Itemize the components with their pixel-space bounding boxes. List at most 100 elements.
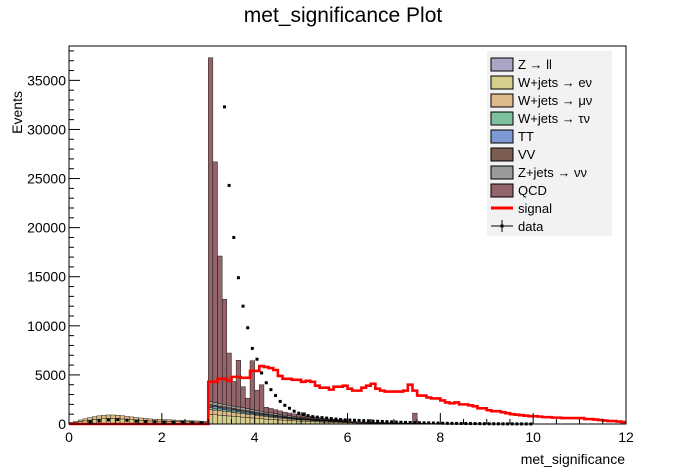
data-point-48 <box>445 421 449 425</box>
bar-2-33 <box>221 411 228 416</box>
bar-2-19 <box>156 419 163 422</box>
data-point-37 <box>394 420 398 424</box>
bar-2-3 <box>82 418 88 422</box>
data-point-20 <box>315 415 319 419</box>
axes: 0 2 4 6 8 10 12 0 5000 10000 15000 20000 25000 30000 3… <box>27 45 634 445</box>
bar-2-40 <box>254 415 260 419</box>
data-point-16 <box>297 411 301 415</box>
bar-6-34 <box>226 404 232 408</box>
data-point-10 <box>269 388 273 392</box>
data-point-13 <box>283 403 287 407</box>
bar-2-25 <box>184 420 190 423</box>
bar-7-38 <box>245 397 251 409</box>
bar-6-46 <box>282 414 288 417</box>
data-point-15 <box>292 409 296 413</box>
bar-7-42 <box>263 407 269 413</box>
data-point-42 <box>417 421 421 425</box>
bar-2-46 <box>282 418 288 421</box>
bar-1-34 <box>226 415 232 425</box>
bar-7-37 <box>240 386 246 409</box>
data-point-75 <box>162 420 166 424</box>
y-axis-label: Events <box>9 91 25 134</box>
bar-7-48 <box>291 413 297 417</box>
bar-6-35 <box>231 405 237 409</box>
bar-1-41 <box>259 418 265 425</box>
bar-7-39 <box>249 360 255 410</box>
legend-label-2: W+jets → μν <box>518 93 592 108</box>
data-point-68 <box>97 419 101 423</box>
x-tick-label-6: 12 <box>618 429 634 445</box>
data-point-26 <box>343 418 347 422</box>
x-tick-label-0: 0 <box>65 429 73 445</box>
data-point-12 <box>278 399 282 403</box>
x-axis-label: met_significance <box>521 451 625 467</box>
bar-2-17 <box>147 418 153 422</box>
bar-2-8 <box>105 414 111 419</box>
data-point-17 <box>301 413 305 417</box>
bar-3-32 <box>217 408 223 411</box>
bar-7-43 <box>268 408 274 414</box>
bar-6-43 <box>268 412 274 415</box>
bar-2-36 <box>235 412 241 417</box>
data-point-28 <box>352 418 356 422</box>
data-point-45 <box>431 421 435 425</box>
y-tick-label-2: 10000 <box>27 318 66 334</box>
data-point-18 <box>306 414 310 418</box>
bar-2-44 <box>273 417 279 420</box>
data-point-24 <box>334 417 338 421</box>
data-point-33 <box>376 419 380 423</box>
bar-6-44 <box>273 413 279 416</box>
x-tick-label-5: 10 <box>525 429 541 445</box>
legend-label-6: Z+jets → νν <box>518 165 587 180</box>
data-point-4 <box>241 304 245 308</box>
legend-label-7: QCD <box>518 183 547 198</box>
bar-6-45 <box>277 414 283 417</box>
data-point-27 <box>348 418 352 422</box>
bar-2-39 <box>249 414 255 419</box>
data-point-39 <box>404 420 408 424</box>
bar-1-40 <box>254 418 260 425</box>
bar-3-36 <box>235 411 241 414</box>
bar-1-43 <box>268 419 274 425</box>
legend-swatch-6 <box>490 165 514 180</box>
legend-swatch-2 <box>490 93 514 108</box>
legend-swatch-0 <box>490 57 514 72</box>
bar-2-48 <box>291 419 297 422</box>
bar-1-50 <box>300 421 306 425</box>
bar-7-41 <box>259 384 265 412</box>
data-point-23 <box>329 417 333 421</box>
data-point-25 <box>339 418 343 422</box>
bar-1-37 <box>240 416 246 425</box>
data-point-70 <box>116 418 120 422</box>
bar-3-35 <box>231 410 237 413</box>
bar-1-32 <box>217 414 223 425</box>
data-point-69 <box>106 418 110 422</box>
data-point-73 <box>144 419 148 423</box>
bar-7-30 <box>208 57 214 402</box>
y-tick-label-0: 0 <box>58 416 66 432</box>
data-point-72 <box>134 419 138 423</box>
data-point-34 <box>380 419 384 423</box>
bar-7-62 <box>356 421 362 423</box>
bar-1-46 <box>282 420 288 425</box>
legend-label-0: Z → ll <box>518 57 552 72</box>
data-point-77 <box>181 420 185 424</box>
bar-1-31 <box>212 414 218 425</box>
data-point-78 <box>190 421 194 425</box>
bar-2-5 <box>92 416 98 420</box>
bar-1-48 <box>291 420 297 425</box>
signal-histogram <box>69 364 626 426</box>
data-point-5 <box>246 326 250 330</box>
bar-6-32 <box>217 403 223 407</box>
x-tick-label-3: 6 <box>344 429 352 445</box>
bar-7-44 <box>273 409 279 414</box>
data-point-74 <box>153 420 157 424</box>
bar-6-40 <box>254 410 260 413</box>
bar-2-1 <box>73 420 79 423</box>
data-point-43 <box>422 421 426 425</box>
legend-label-signal: signal <box>518 201 552 216</box>
legend-swatch-5 <box>490 147 514 162</box>
bar-2-37 <box>240 413 246 418</box>
data-point-1 <box>227 183 231 187</box>
bar-7-35 <box>231 381 237 407</box>
